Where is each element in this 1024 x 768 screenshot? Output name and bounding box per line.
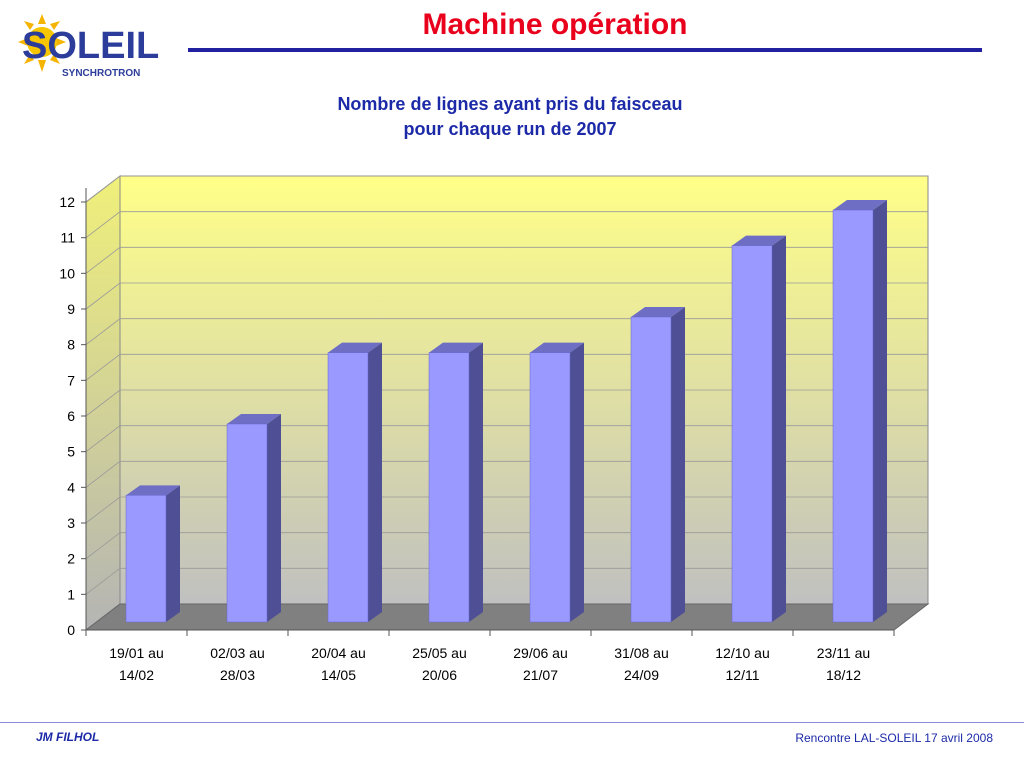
bar (832, 209, 874, 623)
y-tick-label: 10 (59, 265, 75, 281)
bar-top (227, 414, 281, 424)
y-tick-label: 4 (67, 479, 75, 495)
bar-top (530, 342, 584, 353)
y-tick-label: 3 (67, 515, 75, 531)
footer-author: JM FILHOL (36, 730, 100, 744)
bar-side (772, 235, 786, 622)
gridline (85, 211, 928, 238)
x-tick-label: 25/05 au (412, 645, 467, 661)
bar-top (732, 235, 786, 246)
bar-top (833, 200, 887, 210)
gridline (85, 282, 928, 310)
soleil-synchrotron-logo: SOLEIL SYNCHROTRON (16, 12, 166, 82)
x-tick-label: 20/04 au (311, 645, 366, 661)
sun-logo-icon: SOLEIL SYNCHROTRON (18, 14, 159, 79)
x-tick-label: 23/11 au (817, 645, 870, 661)
x-tick-label: 20/06 (422, 667, 457, 683)
x-tick-label: 31/08 au (614, 645, 669, 661)
bar (630, 316, 672, 623)
x-tick-label: 12/10 au (715, 645, 770, 661)
x-tick-label: 21/07 (523, 667, 558, 683)
bar-side (267, 414, 281, 622)
title-divider (188, 48, 982, 52)
gridline (85, 246, 928, 274)
bar-side (873, 200, 887, 622)
footer-event: Rencontre LAL-SOLEIL 17 avril 2008 (795, 731, 993, 745)
y-tick-label: 1 (67, 586, 75, 602)
bar (327, 352, 369, 623)
y-tick-label: 0 (67, 622, 75, 638)
y-tick-label: 6 (67, 408, 75, 424)
bar-top (126, 485, 180, 496)
y-tick-label: 8 (67, 337, 75, 353)
x-tick-label: 24/09 (624, 667, 659, 683)
gridline (85, 175, 928, 203)
footer-divider (0, 722, 1024, 723)
x-tick-label: 28/03 (220, 667, 255, 683)
chart-title-line2: pour chaque run de 2007 (403, 119, 617, 139)
slide-title: Machine opération (422, 8, 688, 41)
bar-top (328, 342, 382, 353)
chart-title: Nombre de lignes ayant pris du faisceau … (280, 92, 740, 142)
bar-side (166, 485, 180, 622)
x-tick-label: 18/12 (826, 667, 861, 683)
logo-subtitle: SYNCHROTRON (62, 68, 140, 79)
y-tick-label: 2 (67, 551, 75, 567)
y-tick-label: 11 (60, 230, 75, 246)
y-tick-label: 12 (59, 194, 75, 210)
x-tick-label: 14/02 (119, 667, 154, 683)
bar (529, 352, 571, 623)
y-tick-label: 9 (67, 301, 75, 317)
bar-side (368, 342, 382, 622)
chart-title-line1: Nombre de lignes ayant pris du faisceau (337, 94, 683, 114)
x-tick-label: 12/11 (726, 667, 760, 683)
bar (428, 352, 470, 623)
y-tick-label: 5 (67, 444, 75, 460)
bar-side (570, 342, 584, 622)
y-tick-label: 7 (67, 372, 75, 388)
x-tick-label: 29/06 au (513, 645, 568, 661)
bar (731, 245, 773, 623)
bar-top (631, 307, 685, 317)
bar (125, 495, 167, 623)
bar-side (671, 307, 685, 622)
x-tick-label: 14/05 (321, 667, 356, 683)
bar (226, 423, 268, 623)
chart-floor (84, 603, 930, 631)
bar-side (469, 342, 483, 622)
bar-top (429, 342, 483, 353)
logo-text: SOLEIL (22, 25, 159, 67)
x-tick-label: 19/01 au (109, 645, 164, 661)
x-tick-label: 02/03 au (210, 645, 265, 661)
